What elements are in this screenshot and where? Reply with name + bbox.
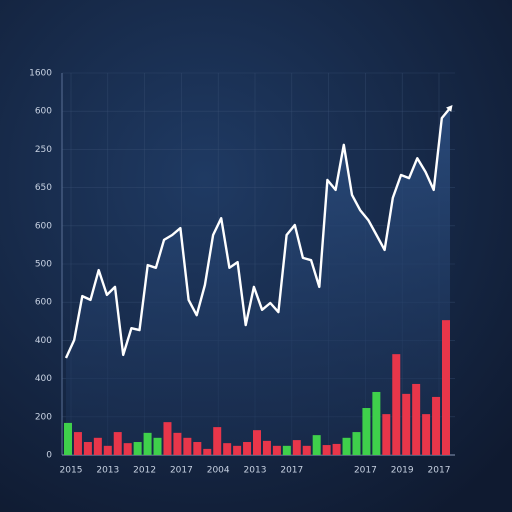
bar [223,443,232,455]
y-tick-label: 0 [46,451,52,461]
bar [432,396,441,455]
bar [262,440,271,455]
x-tick-label: 2004 [207,466,230,476]
bar [133,442,142,455]
x-tick-label: 2012 [133,466,156,476]
x-tick-label: 2019 [391,466,414,476]
bar [173,432,182,455]
line-area [66,108,450,455]
x-tick-label: 2017 [354,466,377,476]
bar [442,320,450,455]
bar [163,422,172,455]
bar [342,437,351,455]
y-tick-label: 600 [35,107,52,117]
bar [282,445,291,455]
bar [64,422,72,455]
x-tick-label: 2017 [428,466,451,476]
x-tick-label: 2015 [60,466,83,476]
bar [332,443,341,455]
bar [292,440,301,455]
bar [362,408,371,455]
bar [93,437,102,455]
y-tick-label: 650 [35,183,52,193]
y-tick-label: 500 [35,260,52,270]
y-tick-label: 250 [35,145,52,155]
bar [73,432,82,455]
y-tick-label: 200 [35,412,52,422]
bar [203,448,212,455]
bar [402,393,411,455]
bar [123,443,132,455]
y-tick-label: 400 [35,374,52,384]
bar [183,437,192,455]
y-tick-label: 1600 [29,69,52,79]
x-tick-label: 2013 [96,466,119,476]
bar [352,432,361,455]
bar [83,442,92,455]
bar [193,442,202,455]
bar [233,445,242,455]
y-tick-label: 600 [35,298,52,308]
bar [392,354,401,455]
bar [243,442,252,455]
bar [103,445,112,455]
line-arrow [446,105,453,112]
line [64,107,451,359]
bar [253,430,261,455]
bar [312,435,321,455]
y-tick-label: 400 [35,336,52,346]
bar [272,445,281,455]
bar [143,432,152,455]
bar [412,383,421,455]
bar [322,445,331,455]
bar [302,445,311,455]
bar [213,427,222,455]
bar [113,432,122,455]
x-tick-label: 2017 [170,466,193,476]
bar [422,414,431,455]
x-tick-label: 2013 [244,466,267,476]
bar [153,437,162,455]
y-tick-label: 600 [35,221,52,231]
bar [372,391,381,455]
bar [382,414,391,455]
x-tick-label: 2017 [280,466,303,476]
